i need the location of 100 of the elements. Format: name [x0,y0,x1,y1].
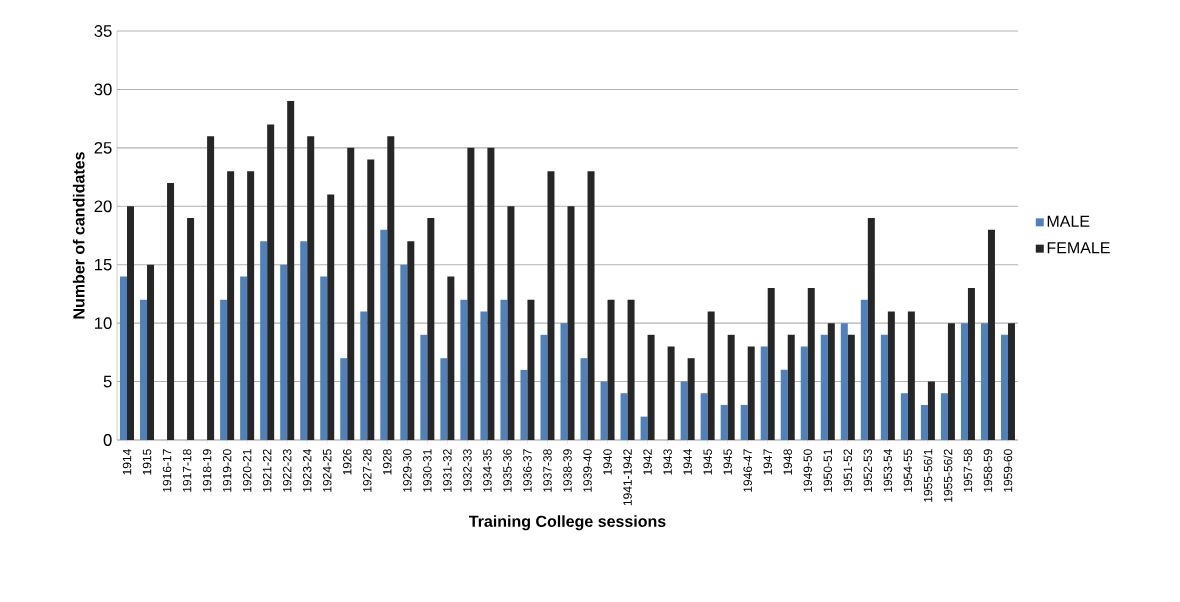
bar [940,393,948,440]
bar [340,358,348,440]
bar [587,171,595,440]
bar [800,346,808,440]
bar [847,334,855,440]
bar [480,311,488,440]
bar [787,334,795,440]
x-tick-label: 1923-24 [302,449,312,492]
x-tick-label: 1920-21 [242,449,252,492]
x-tick-label: 1940 [603,449,612,475]
x-tick-label: 1950-51 [823,449,833,492]
bar [1007,323,1015,440]
bar [400,264,408,440]
bar [827,323,835,440]
x-tick-label: 1955-56/2 [943,449,953,502]
x-tick-label: 1921-22 [262,449,272,492]
x-tick-label: 1916-17 [162,449,172,492]
bar [700,393,708,440]
bar [440,358,448,440]
bar [627,299,635,440]
x-tick-label: 1922-23 [282,449,292,492]
x-tick-label: 1948 [783,449,792,475]
bar [980,323,988,440]
x-tick-label: 1915 [142,449,152,475]
x-tick-label: 1959-60 [1003,449,1013,492]
x-tick-label: 1919-20 [222,449,232,492]
bar [600,381,608,440]
bar [540,334,548,440]
bar [987,229,995,440]
bar [920,404,928,440]
bar [220,299,228,440]
x-tick-label: 1931-32 [443,449,452,492]
bar [307,136,315,440]
bar [640,416,648,440]
bar [507,206,515,440]
x-tick-label: 1952-53 [863,449,873,492]
y-tick-label: 0 [103,434,112,446]
x-tick-label: 1932-33 [463,449,472,492]
x-tick-label: 1930-31 [423,449,432,492]
x-tick-label: 1947 [763,449,772,475]
x-tick-label: 1935-36 [503,449,512,492]
legend-label: FEMALE [1047,242,1110,254]
x-tick-label: 1955-56/1 [923,449,933,502]
y-tick-label: 30 [94,83,112,96]
bar [687,358,695,440]
bar [267,124,275,440]
bar [900,393,908,440]
x-tick-label: 1924-25 [322,449,332,492]
bar [707,311,715,440]
bar [867,217,875,440]
bar [167,182,175,440]
x-tick-label: 1945 [723,449,732,475]
y-tick-label: 15 [95,258,112,271]
bar [207,136,215,440]
bar [647,334,655,440]
bar [560,323,568,440]
bar [927,381,935,440]
bar [807,288,815,440]
bar [767,288,775,440]
x-tick-label: 1937-38 [543,449,552,492]
bar [860,299,868,440]
bar [960,323,968,440]
bar [947,323,955,440]
x-tick-label: 1944 [683,449,692,475]
bar [280,264,288,440]
x-axis-title: Training College sessions [468,515,666,531]
bar [360,311,368,440]
bar [520,369,528,440]
bar [420,334,428,440]
bar [780,369,788,440]
bar [367,159,375,440]
bar [227,171,235,440]
x-tick-label: 1946-47 [743,449,752,492]
x-tick-label: 1951-52 [843,449,853,492]
bar [620,393,628,440]
bar [247,171,255,440]
bar [427,217,435,440]
bar [407,241,415,440]
legend-label: MALE [1047,215,1090,227]
bar [120,276,128,440]
bar [607,299,615,440]
y-tick-label: 35 [94,25,112,37]
bar [260,241,268,440]
bar [467,147,475,440]
bar [667,346,675,440]
x-tick-label: 1928 [383,449,392,475]
x-tick-label: 1953-54 [883,449,893,492]
y-tick-label: 25 [94,141,112,154]
bar [680,381,688,440]
x-tick-label: 1939-40 [583,449,592,492]
bar [320,276,328,440]
bar [460,299,468,440]
bar [547,171,555,440]
bar [1000,334,1008,440]
x-tick-label: 1918-19 [202,449,212,492]
bar [127,206,135,440]
y-axis-title: Number of candidates [72,152,85,319]
x-tick-label: 1917-18 [182,449,192,492]
x-tick-label: 1934-35 [483,449,492,492]
bar [567,206,575,440]
